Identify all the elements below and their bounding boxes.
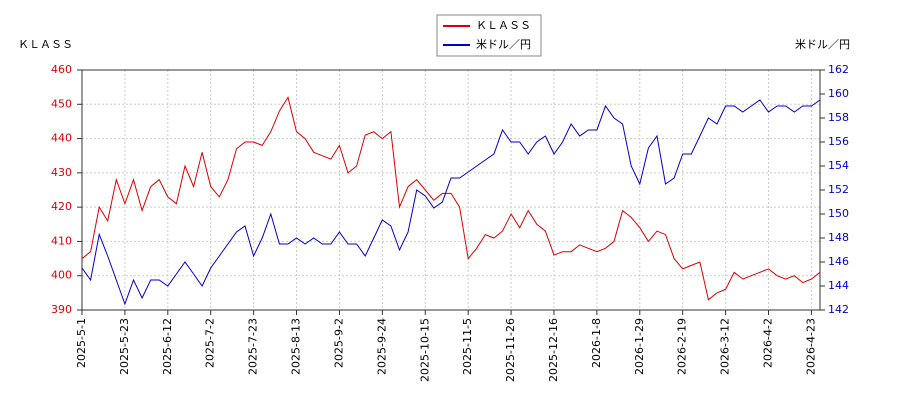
y2-tick-label: 154 — [828, 159, 849, 172]
y2-axis-label: 米ドル／円 — [795, 38, 850, 51]
legend-label: ＫＬＡＳＳ — [476, 19, 531, 32]
x-tick-label: 2025-8-13 — [290, 318, 303, 375]
x-tick-label: 2025-7-2 — [204, 318, 217, 368]
y-axis-label: ＫＬＡＳＳ — [18, 38, 73, 51]
x-tick-label: 2026-3-12 — [719, 318, 732, 375]
series-line — [81, 99, 821, 306]
y-tick-label: 430 — [51, 166, 72, 179]
x-tick-label: 2025-10-15 — [418, 318, 431, 382]
x-tick-label: 2026-1-29 — [633, 318, 646, 375]
y2-tick-label: 158 — [828, 111, 849, 124]
y2-tick-label: 162 — [828, 63, 849, 76]
y-tick-label: 450 — [51, 97, 72, 110]
x-tick-label: 2025-7-23 — [247, 318, 260, 375]
y2-tick-label: 144 — [828, 279, 849, 292]
y2-tick-label: 160 — [828, 87, 849, 100]
x-tick-label: 2026-1-8 — [590, 318, 603, 368]
plot-frame — [81, 69, 821, 311]
y-tick-label: 440 — [51, 132, 72, 145]
y2-tick-label: 148 — [828, 231, 849, 244]
y-tick-label: 410 — [51, 234, 72, 247]
y-tick-label: 460 — [51, 63, 72, 76]
legend-label: 米ドル／円 — [476, 38, 531, 51]
x-tick-label: 2026-4-2 — [762, 318, 775, 368]
x-tick-label: 2025-5-1 — [75, 318, 88, 368]
x-tick-label: 2025-9-24 — [375, 318, 388, 375]
y2-tick-label: 150 — [828, 207, 849, 220]
y2-tick-label: 156 — [828, 135, 849, 148]
y-tick-label: 400 — [51, 269, 72, 282]
x-tick-label: 2025-12-16 — [547, 318, 560, 382]
y2-tick-label: 146 — [828, 255, 849, 268]
x-tick-label: 2026-4-23 — [804, 318, 817, 375]
x-tick-label: 2025-11-26 — [504, 318, 517, 382]
x-tick-label: 2025-11-5 — [461, 318, 474, 375]
y-tick-label: 420 — [51, 200, 72, 213]
series-line — [81, 96, 821, 301]
x-tick-label: 2025-6-12 — [161, 318, 174, 375]
y2-tick-label: 142 — [828, 303, 849, 316]
y-tick-label: 390 — [51, 303, 72, 316]
y2-tick-label: 152 — [828, 183, 849, 196]
x-tick-label: 2025-5-23 — [118, 318, 131, 375]
legend-box — [436, 14, 542, 57]
x-tick-label: 2026-2-19 — [676, 318, 689, 375]
x-tick-label: 2025-9-2 — [332, 318, 345, 368]
